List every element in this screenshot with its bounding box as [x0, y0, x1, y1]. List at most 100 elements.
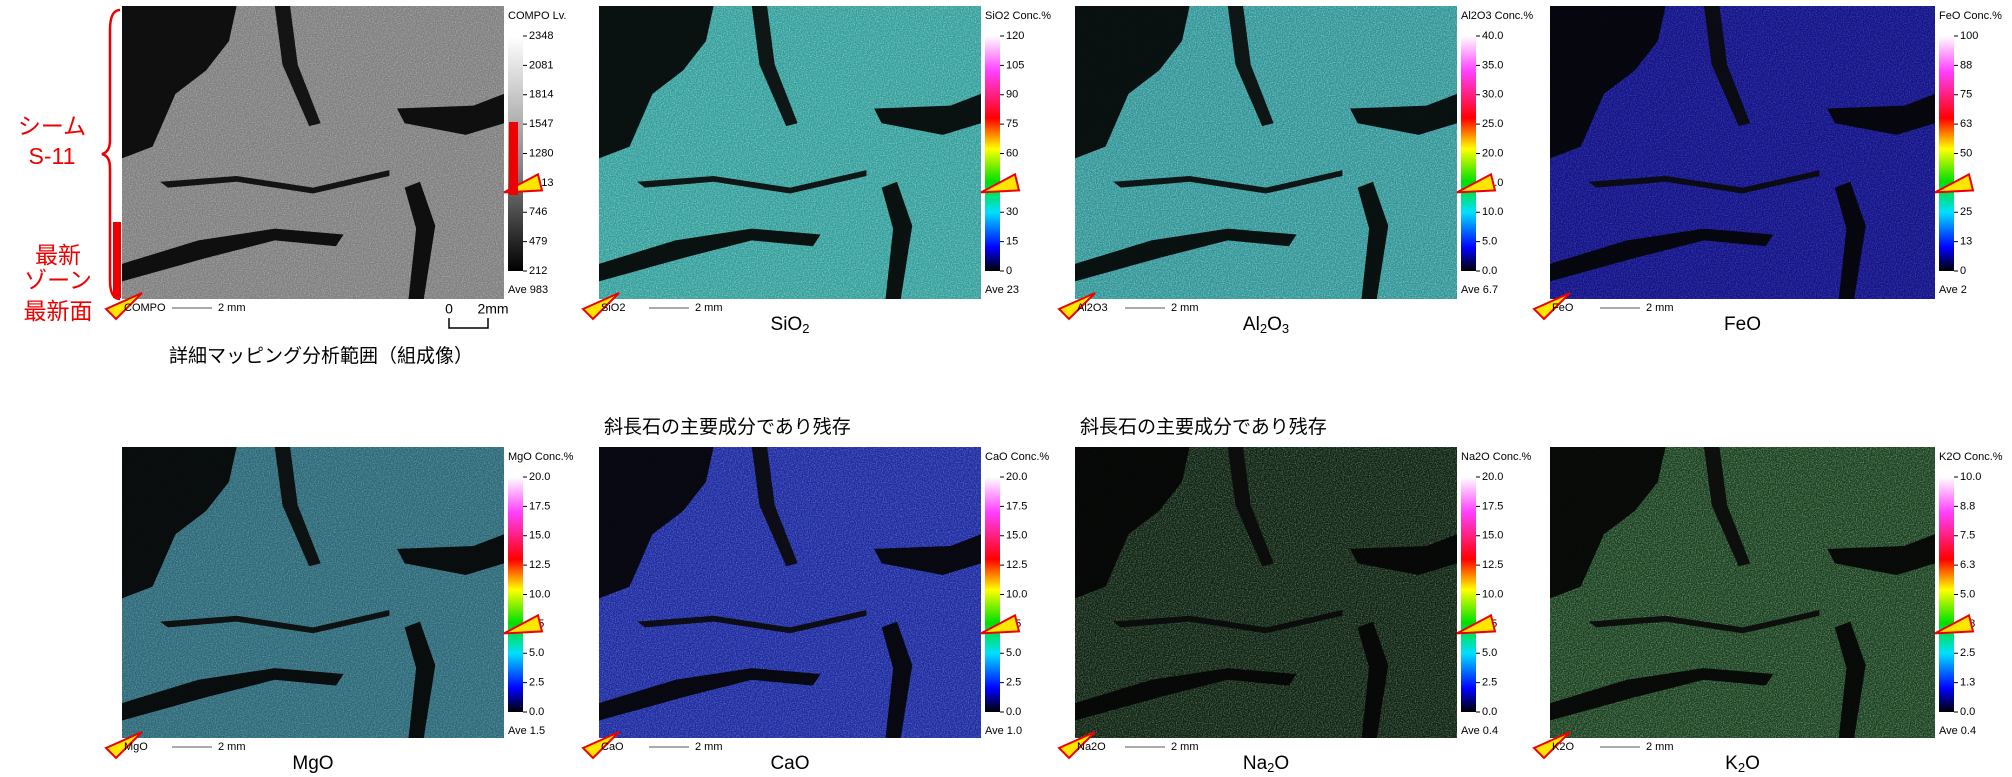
surface-marker — [1532, 292, 1571, 321]
scale-bracket — [448, 318, 489, 329]
scale-tick-label: 0 — [1960, 265, 1966, 277]
level-marker — [1934, 613, 1975, 635]
surface-marker — [581, 731, 620, 760]
surface-marker — [104, 292, 143, 321]
scale-tick-label: 10.0 — [1482, 206, 1503, 218]
note: 斜長石の主要成分であり残存 — [604, 416, 851, 438]
scale-tick-label: 212 — [529, 265, 547, 277]
scale-header: Al2O3 Conc.% — [1461, 10, 1533, 22]
scale-tick-label: 0.0 — [1960, 706, 1975, 718]
scale-tick-label: 100 — [1960, 30, 1978, 42]
scale-tick-label: 15.0 — [529, 530, 550, 542]
caption-text: MgO — [292, 753, 333, 774]
color-scale — [985, 36, 1000, 271]
level-marker — [503, 613, 544, 635]
scale-tick-label: 50 — [1960, 147, 1972, 159]
caption-subscript: 2 — [1738, 760, 1745, 775]
scale-tick-label: 5.0 — [1006, 647, 1021, 659]
scale-tick-label: 15 — [1006, 236, 1018, 248]
caption: K2O — [1725, 753, 1760, 775]
scale-tick-label: 0.0 — [1482, 265, 1497, 277]
map-panel: CaO Conc.%20.017.515.012.510.07.55.02.50… — [581, 416, 1049, 774]
color-scale — [1461, 477, 1476, 712]
scale-tick-label: 15.0 — [1006, 530, 1027, 542]
scale-tick-label: 10.0 — [1006, 588, 1027, 600]
caption-text: SiO — [771, 314, 803, 335]
caption-subscript: 2 — [1267, 760, 1274, 775]
average-label: Ave 2 — [1939, 284, 1967, 296]
map-panel: Na2O Conc.%20.017.515.012.510.07.55.02.5… — [1057, 416, 1532, 775]
scale-tick-label: 17.5 — [1006, 500, 1027, 512]
surface-label: 最新面 — [24, 298, 93, 324]
map-panel: SiO2 Conc.%1201059075604530150Ave 23SiO2… — [581, 6, 1051, 336]
scale-header: CaO Conc.% — [985, 451, 1049, 463]
zone-bar — [113, 222, 121, 298]
caption-text: O — [1745, 753, 1760, 774]
scale-tick-label: 60 — [1006, 147, 1018, 159]
scale-tick-label: 20.0 — [1006, 471, 1027, 483]
scale-tick-label: 88 — [1960, 59, 1972, 71]
scale-tick-label: 2.5 — [529, 677, 544, 689]
scale-tick-label: 20.0 — [529, 471, 550, 483]
scale-tick-label: 30 — [1006, 206, 1018, 218]
caption-subscript: 2 — [802, 321, 809, 336]
surface-marker — [581, 292, 620, 321]
scale-tick-label: 1.3 — [1960, 677, 1975, 689]
color-scale — [1939, 477, 1954, 712]
caption-text: O — [1274, 753, 1289, 774]
range-caption: 詳細マッピング分析範囲（組成像） — [169, 345, 473, 367]
surface-marker — [1532, 731, 1571, 760]
map-panel: Al2O3 Conc.%40.035.030.025.020.015.010.0… — [1057, 6, 1533, 336]
scale-tick-label: 2.5 — [1482, 677, 1497, 689]
surface-marker — [1057, 292, 1096, 321]
annotations: シーム S-11 最新 ゾーン 最新面 詳細マッピング分析範囲（組成像） 0 2… — [18, 8, 518, 367]
scale-header: Na2O Conc.% — [1461, 451, 1532, 463]
bar-unit: 2 mm — [1646, 741, 1674, 753]
level-marker — [980, 172, 1021, 194]
bar-unit: 2 mm — [1171, 302, 1199, 314]
scale-tick-label: 120 — [1006, 30, 1024, 42]
bar-label: Al2O3 — [1077, 302, 1108, 314]
scale-tick-label: 1547 — [529, 118, 553, 130]
scale-tick-label: 15.0 — [1482, 530, 1503, 542]
color-scale — [985, 477, 1000, 712]
scale-tick-label: 5.0 — [1482, 647, 1497, 659]
color-scale — [508, 477, 523, 712]
bar-unit: 2 mm — [218, 302, 246, 314]
bar-unit: 2 mm — [1171, 741, 1199, 753]
zone-bar-scale — [509, 122, 518, 195]
zone-label: 最新 — [35, 242, 81, 268]
map-panel: COMPO Lv.2348208118141547128010137464792… — [104, 6, 566, 321]
scale-tick-label: 105 — [1006, 59, 1024, 71]
scale-tick-label: 25 — [1960, 206, 1972, 218]
scale-tick-label: 0.0 — [529, 706, 544, 718]
color-scale — [1939, 36, 1954, 271]
caption: SiO2 — [771, 314, 810, 336]
average-label: Ave 1.5 — [508, 725, 545, 737]
map-panel: K2O Conc.%10.08.87.56.35.03.82.51.30.0Av… — [1532, 447, 2003, 775]
zone-label: ゾーン — [24, 267, 92, 293]
caption-subscript: 2 — [1260, 321, 1267, 336]
scale-header: MgO Conc.% — [508, 451, 574, 463]
scale-tick-label: 75 — [1006, 118, 1018, 130]
surface-marker — [104, 731, 143, 760]
surface-marker — [1057, 731, 1096, 760]
seam-label: シーム — [18, 113, 86, 139]
scale-tick-label: 1814 — [529, 89, 553, 101]
scale-tick-label: 6.3 — [1960, 559, 1975, 571]
average-label: Ave 0.4 — [1461, 725, 1498, 737]
scale-tick-label: 5.0 — [1482, 236, 1497, 248]
bar-label: Na2O — [1077, 741, 1106, 753]
scale-tick-label: 75 — [1960, 89, 1972, 101]
scale-tick-label: 12.5 — [529, 559, 550, 571]
scale-header: FeO Conc.% — [1939, 10, 2002, 22]
scale-tick-label: 10.0 — [1960, 471, 1981, 483]
note: 斜長石の主要成分であり残存 — [1080, 416, 1327, 438]
scale-tick-label: 20.0 — [1482, 471, 1503, 483]
scale-tick-label: 5.0 — [529, 647, 544, 659]
scale-tick-label: 0.0 — [1006, 706, 1021, 718]
scale-tick-label: 17.5 — [529, 500, 550, 512]
scale-tick-label: 1280 — [529, 147, 553, 159]
average-label: Ave 0.4 — [1939, 725, 1976, 737]
